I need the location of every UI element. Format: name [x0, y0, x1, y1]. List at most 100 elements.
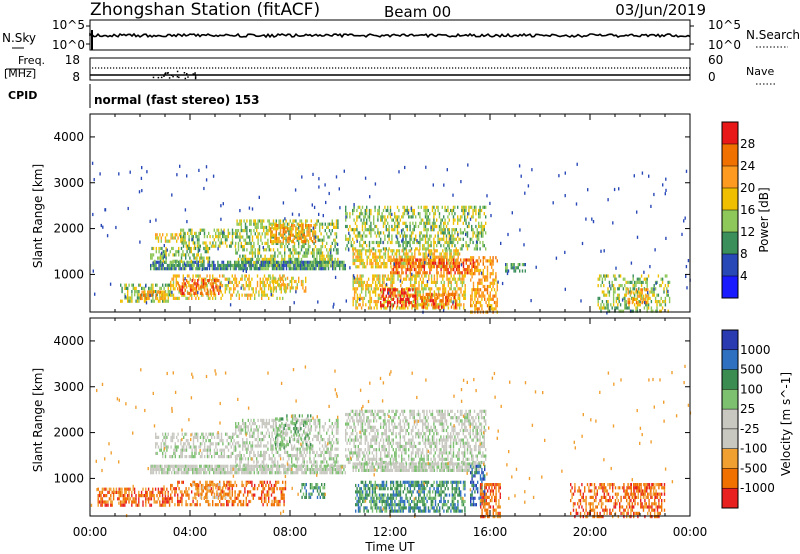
nave-dip-point	[160, 76, 163, 79]
range-cell	[399, 218, 401, 222]
range-cell	[273, 263, 275, 268]
range-cell	[258, 290, 260, 294]
range-cell	[382, 224, 385, 229]
range-cell	[639, 280, 641, 284]
range-cell	[248, 284, 250, 288]
range-cell	[204, 279, 206, 283]
range-cell	[471, 275, 473, 279]
range-cell	[456, 300, 458, 304]
range-cell	[317, 248, 319, 252]
range-cell	[436, 293, 438, 297]
range-cell	[405, 237, 407, 241]
range-cell	[254, 251, 256, 255]
range-cell	[150, 283, 153, 287]
range-cell	[476, 231, 478, 235]
range-cell	[429, 299, 432, 303]
cpid-panel: CPID normal (fast stereo) 153	[8, 84, 260, 108]
range-cell	[440, 265, 443, 269]
range-cell	[388, 228, 390, 232]
range-cell	[408, 258, 410, 262]
range-cell	[443, 280, 445, 284]
range-cell	[309, 471, 311, 475]
scatter-cell	[149, 219, 151, 223]
range-cell	[151, 467, 153, 472]
range-cell	[298, 279, 300, 284]
range-cell	[248, 293, 250, 297]
scatter-cell	[184, 208, 187, 212]
range-cell	[479, 300, 482, 305]
range-cell	[471, 264, 473, 268]
range-cell	[360, 249, 363, 253]
range-cell	[241, 260, 243, 264]
range-cell	[423, 252, 426, 256]
range-cell	[309, 263, 311, 268]
range-cell	[455, 299, 457, 303]
range-cell	[305, 219, 307, 223]
range-cell	[155, 263, 157, 268]
range-cell	[331, 241, 333, 245]
range-cell	[462, 268, 465, 272]
range-cell	[256, 229, 258, 233]
range-cell	[402, 240, 404, 245]
nave-dip-point	[194, 77, 197, 80]
range-cell	[412, 212, 414, 216]
range-cell	[478, 221, 480, 225]
range-cell	[335, 251, 338, 255]
range-cell	[177, 445, 179, 449]
range-cell	[618, 284, 620, 288]
range-cell	[339, 471, 341, 475]
range-cell	[312, 467, 314, 472]
range-cell	[649, 290, 651, 294]
scatter-cell	[489, 201, 491, 205]
range-cell	[226, 284, 228, 288]
range-cell	[360, 208, 362, 213]
range-cell	[329, 471, 331, 475]
range-cell	[162, 253, 164, 257]
range-cell	[443, 284, 445, 288]
range-cell	[173, 451, 175, 455]
nsky-label: N.Sky	[2, 31, 36, 45]
range-cell	[471, 262, 473, 266]
range-cell	[422, 296, 424, 300]
range-cell	[183, 291, 185, 295]
range-cell	[256, 225, 258, 229]
range-cell	[162, 432, 164, 436]
range-cell	[154, 263, 156, 268]
range-cell	[405, 304, 407, 308]
range-cell	[314, 245, 317, 249]
range-cell	[175, 263, 177, 268]
range-cell	[496, 281, 498, 285]
range-cell	[266, 280, 268, 284]
range-cell	[157, 256, 159, 260]
range-cell	[171, 246, 173, 251]
range-cell	[159, 290, 161, 294]
range-cell	[299, 219, 301, 223]
range-cell	[640, 280, 643, 284]
range-cell	[159, 448, 161, 452]
range-cell	[209, 442, 211, 446]
range-cell	[260, 222, 262, 226]
range-cell	[219, 274, 221, 278]
range-cell	[209, 445, 211, 449]
range-cell	[429, 237, 431, 241]
range-cell	[295, 248, 297, 252]
range-cell	[414, 252, 416, 256]
range-cell	[396, 231, 399, 235]
scatter-cell	[312, 172, 314, 176]
range-cell	[147, 293, 149, 297]
range-cell	[175, 471, 177, 475]
range-cell	[475, 304, 477, 308]
range-cell	[238, 471, 240, 475]
range-cell	[462, 258, 465, 262]
range-cell	[421, 284, 423, 288]
range-cell	[454, 280, 457, 284]
range-cell	[251, 251, 254, 255]
range-cell	[201, 279, 203, 283]
range-cell	[647, 301, 649, 305]
range-cell	[450, 258, 452, 262]
range-cell	[196, 293, 198, 297]
range-cell	[419, 264, 421, 268]
range-cell	[415, 288, 417, 292]
range-cell	[180, 439, 182, 443]
range-cell	[196, 256, 198, 260]
